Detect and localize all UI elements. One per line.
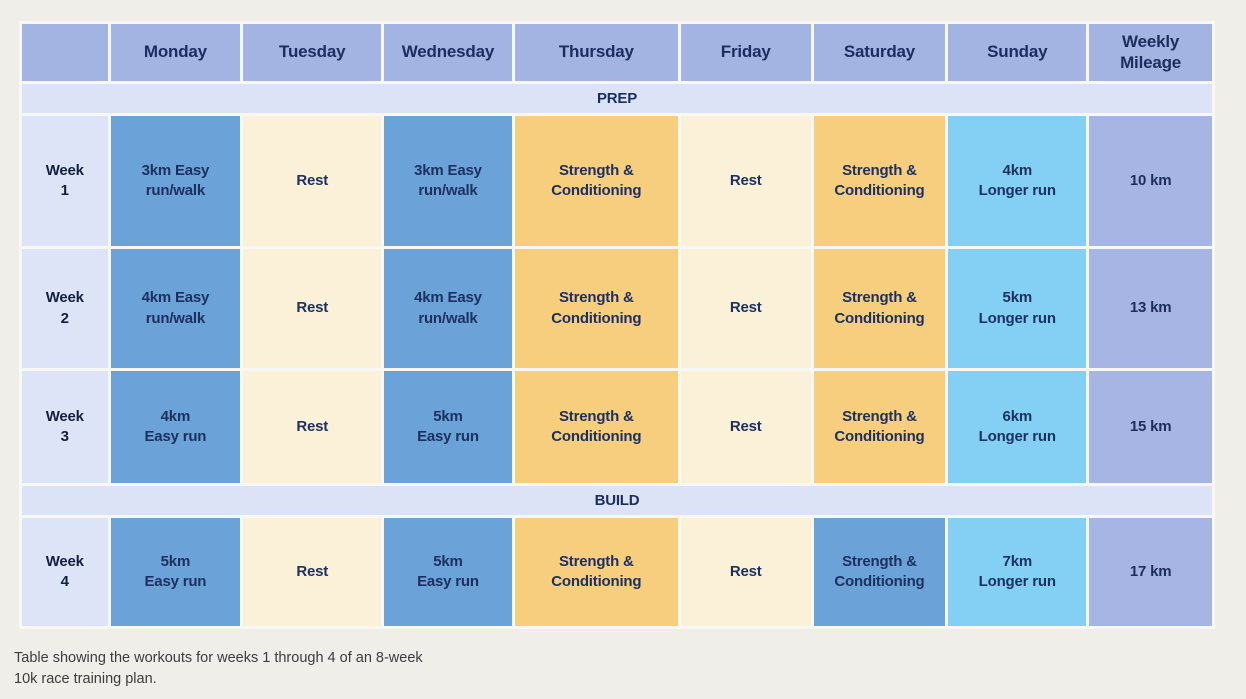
cell-week1-thursday: Strength & Conditioning [514, 116, 678, 246]
column-header-friday: Friday [680, 24, 811, 81]
week-2-row: Week 2 4km Easy run/walk Rest 4km Easy r… [22, 249, 1212, 368]
column-header-saturday: Saturday [813, 24, 946, 81]
section-label-build: BUILD [22, 486, 1212, 515]
week-3-row: Week 3 4km Easy run Rest 5km Easy run St… [22, 371, 1212, 483]
column-header-thursday: Thursday [514, 24, 678, 81]
cell-week4-wednesday: 5km Easy run [384, 518, 512, 626]
week-1-row: Week 1 3km Easy run/walk Rest 3km Easy r… [22, 116, 1212, 246]
cell-week2-tuesday: Rest [243, 249, 382, 368]
cell-week2-friday: Rest [680, 249, 811, 368]
cell-week1-monday: 3km Easy run/walk [110, 116, 241, 246]
cell-week3-mileage: 15 km [1089, 371, 1212, 483]
cell-week4-sunday: 7km Longer run [948, 518, 1087, 626]
column-header-tuesday: Tuesday [243, 24, 382, 81]
cell-week4-mileage: 17 km [1089, 518, 1212, 626]
cell-week3-tuesday: Rest [243, 371, 382, 483]
cell-week2-mileage: 13 km [1089, 249, 1212, 368]
cell-week4-thursday: Strength & Conditioning [514, 518, 678, 626]
cell-week4-tuesday: Rest [243, 518, 382, 626]
cell-week1-tuesday: Rest [243, 116, 382, 246]
week-4-row: Week 4 5km Easy run Rest 5km Easy run St… [22, 518, 1212, 626]
cell-week1-saturday: Strength & Conditioning [813, 116, 946, 246]
cell-week3-saturday: Strength & Conditioning [813, 371, 946, 483]
section-row-build: BUILD [22, 486, 1212, 515]
cell-week2-sunday: 5km Longer run [948, 249, 1087, 368]
corner-header-cell [22, 24, 108, 81]
cell-week2-thursday: Strength & Conditioning [514, 249, 678, 368]
column-header-sunday: Sunday [948, 24, 1087, 81]
cell-week3-monday: 4km Easy run [110, 371, 241, 483]
header-row: Monday Tuesday Wednesday Thursday Friday… [22, 24, 1212, 81]
cell-week4-monday: 5km Easy run [110, 518, 241, 626]
section-label-prep: PREP [22, 84, 1212, 113]
week-2-label: Week 2 [22, 249, 108, 368]
table-caption: Table showing the workouts for weeks 1 t… [14, 650, 423, 688]
cell-week2-saturday: Strength & Conditioning [813, 249, 946, 368]
cell-week3-friday: Rest [680, 371, 811, 483]
cell-week3-sunday: 6km Longer run [948, 371, 1087, 483]
cell-week2-wednesday: 4km Easy run/walk [384, 249, 512, 368]
cell-week2-monday: 4km Easy run/walk [110, 249, 241, 368]
column-header-monday: Monday [110, 24, 241, 81]
cell-week3-thursday: Strength & Conditioning [514, 371, 678, 483]
week-3-label: Week 3 [22, 371, 108, 483]
cell-week1-wednesday: 3km Easy run/walk [384, 116, 512, 246]
column-header-weekly-mileage: Weekly Mileage [1089, 24, 1212, 81]
week-4-label: Week 4 [22, 518, 108, 626]
cell-week3-wednesday: 5km Easy run [384, 371, 512, 483]
section-row-prep: PREP [22, 84, 1212, 113]
week-1-label: Week 1 [22, 116, 108, 246]
cell-week4-saturday: Strength & Conditioning [813, 518, 946, 626]
cell-week1-mileage: 10 km [1089, 116, 1212, 246]
column-header-wednesday: Wednesday [384, 24, 512, 81]
cell-week4-friday: Rest [680, 518, 811, 626]
training-plan-table: Monday Tuesday Wednesday Thursday Friday… [19, 21, 1215, 629]
cell-week1-sunday: 4km Longer run [948, 116, 1087, 246]
cell-week1-friday: Rest [680, 116, 811, 246]
